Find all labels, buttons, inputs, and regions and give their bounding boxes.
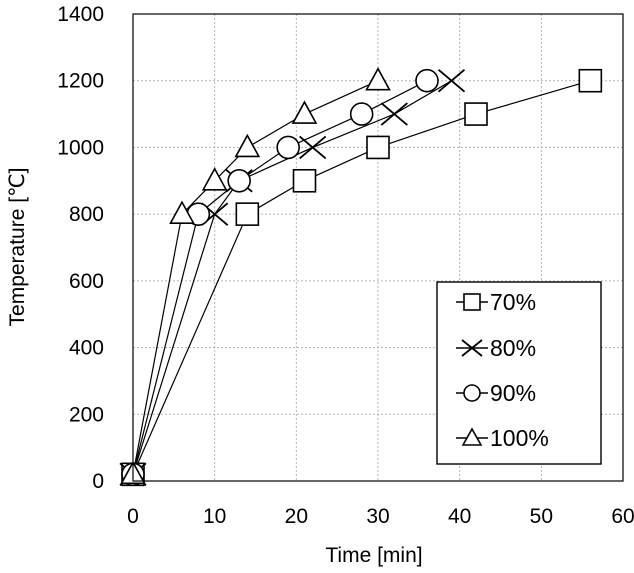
legend-label: 80%: [490, 335, 536, 361]
data-point-square: [235, 202, 260, 226]
data-point-triangle: [169, 200, 195, 224]
series-90-percent: [121, 68, 439, 487]
y-tick-label: 0: [92, 470, 104, 493]
series-line: [132, 80, 452, 475]
x-tick-label: 40: [448, 505, 471, 528]
data-point-triangle: [291, 100, 318, 124]
y-tick-label: 600: [69, 270, 104, 293]
legend-items: 70% 80% 90% 100%: [456, 289, 549, 451]
data-point-triangle: [201, 167, 228, 191]
data-point-triangle: [365, 67, 391, 91]
legend-item: 80%: [456, 335, 536, 361]
legend-label: 70%: [490, 289, 536, 315]
legend: 70% 80% 90% 100%: [436, 281, 602, 465]
x-tick-label: 0: [127, 505, 139, 528]
data-point-triangle: [234, 133, 261, 158]
x-tick-label: 20: [285, 505, 308, 528]
series-100-percent: [120, 67, 391, 485]
legend-box: [436, 281, 602, 465]
data-point-circle: [276, 135, 300, 160]
data-point-square: [366, 135, 390, 160]
data-point-x: [437, 69, 466, 93]
data-point-square: [464, 102, 488, 126]
legend-item: 70%: [456, 289, 536, 315]
data-point-square: [292, 168, 317, 193]
plot-frame: [132, 13, 624, 482]
x-tick-label: 10: [203, 505, 226, 528]
x-axis-title: Time [min]: [325, 544, 422, 567]
x-tick-label: 30: [366, 505, 389, 528]
legend-item: 100%: [456, 425, 549, 451]
legend-circle-icon: [463, 384, 481, 402]
legend-label: 100%: [490, 425, 549, 451]
series-line: [132, 80, 591, 475]
data-point-circle: [349, 102, 374, 126]
y-tick-label: 200: [69, 403, 104, 426]
data-point-circle: [227, 168, 251, 193]
data-point-circle: [415, 68, 439, 93]
series-80-percent: [119, 69, 466, 487]
legend-label: 90%: [490, 380, 536, 406]
legend-x-icon: [461, 339, 483, 357]
series-layer: [119, 67, 603, 487]
series-line: [132, 80, 379, 475]
y-tick-label: 1200: [57, 70, 104, 93]
grid-layer: [133, 14, 623, 481]
data-point-square: [578, 68, 603, 93]
legend-item: 90%: [456, 380, 536, 406]
x-tick-label: 50: [530, 505, 553, 528]
y-tick-label: 400: [69, 337, 104, 360]
y-tick-label: 800: [69, 203, 104, 226]
y-tick-label: 1000: [57, 136, 104, 159]
series-line: [132, 80, 428, 475]
y-tick-label: 1400: [57, 3, 104, 26]
legend-square-icon: [463, 293, 481, 311]
legend-triangle-icon: [461, 427, 483, 446]
y-axis-title: Temperature [℃]: [6, 168, 29, 327]
data-point-x: [380, 102, 408, 126]
x-tick-label: 60: [611, 505, 634, 528]
